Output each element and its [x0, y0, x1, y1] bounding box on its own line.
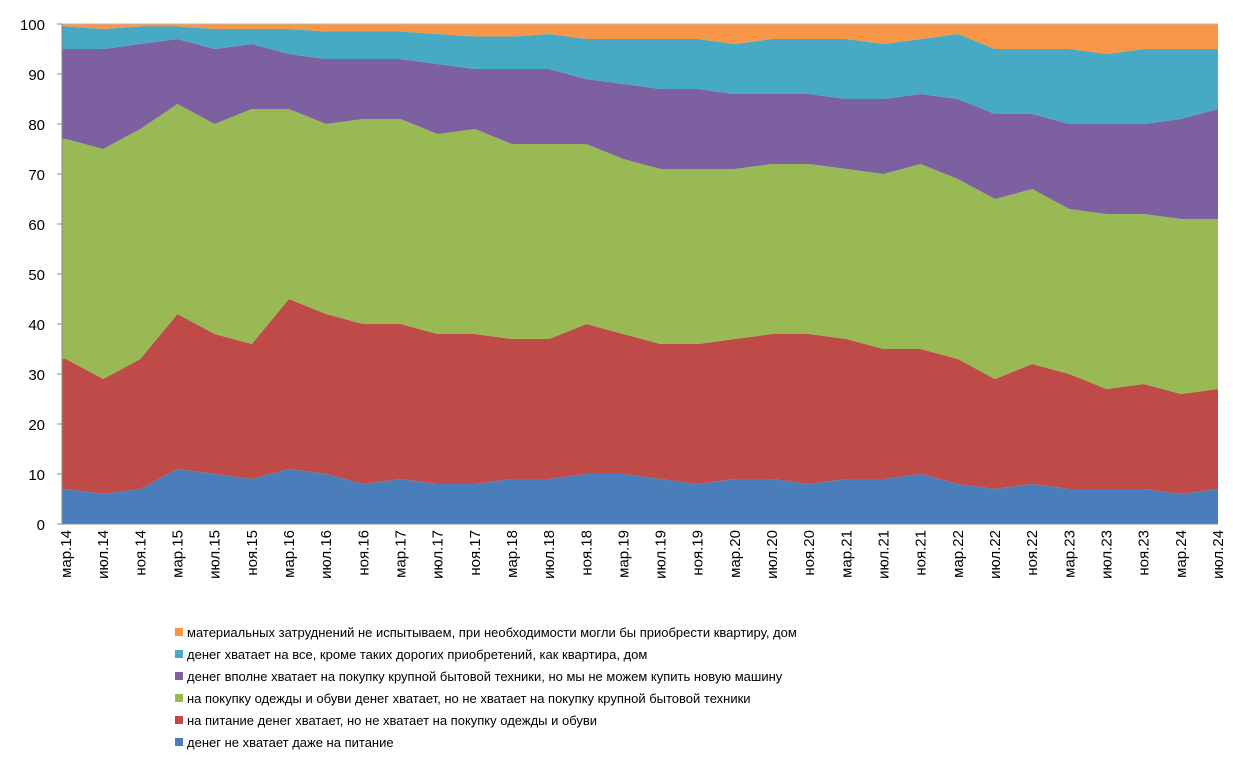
legend-label: денег вполне хватает на покупку крупной …	[187, 669, 783, 684]
x-tick-label: мар.15	[169, 530, 186, 578]
x-tick-label: мар.19	[615, 530, 632, 578]
y-tick-label: 40	[28, 317, 45, 334]
y-tick-label: 10	[28, 467, 45, 484]
x-tick-label: ноя.19	[690, 530, 707, 576]
x-tick-label: июл.18	[541, 530, 558, 579]
legend-swatch	[175, 716, 183, 724]
x-tick-label: ноя.18	[578, 530, 595, 576]
x-tick-label: ноя.23	[1136, 530, 1153, 576]
legend-label: на покупку одежды и обуви денег хватает,…	[187, 691, 751, 706]
legend-swatch	[175, 694, 183, 702]
x-tick-label: июл.16	[318, 530, 335, 579]
legend-swatch	[175, 650, 183, 658]
y-tick-label: 100	[20, 17, 45, 34]
x-tick-label: июл.24	[1210, 530, 1227, 579]
legend-label: денег хватает на все, кроме таких дороги…	[187, 647, 647, 662]
x-tick-label: мар.16	[281, 530, 298, 578]
legend-swatch	[175, 672, 183, 680]
x-tick-label: ноя.22	[1024, 530, 1041, 576]
x-tick-label: мар.24	[1173, 530, 1190, 578]
x-tick-label: ноя.21	[913, 530, 930, 576]
x-tick-label: июл.14	[95, 530, 112, 579]
x-tick-label: июл.21	[876, 530, 893, 579]
y-tick-label: 0	[37, 517, 45, 534]
y-tick-label: 90	[28, 67, 45, 84]
x-tick-label: июл.17	[430, 530, 447, 579]
x-tick-label: мар.17	[392, 530, 409, 578]
legend-swatch	[175, 628, 183, 636]
y-tick-label: 50	[28, 267, 45, 284]
legend-label: денег не хватает даже на питание	[187, 735, 394, 750]
x-tick-label: ноя.17	[467, 530, 484, 576]
x-tick-label: мар.22	[950, 530, 967, 578]
x-tick-label: мар.18	[504, 530, 521, 578]
legend-label: на питание денег хватает, но не хватает …	[187, 713, 597, 728]
x-tick-label: мар.20	[727, 530, 744, 578]
x-tick-label: июл.15	[207, 530, 224, 579]
y-tick-label: 30	[28, 367, 45, 384]
x-tick-label: мар.14	[58, 530, 75, 578]
area	[62, 469, 1218, 524]
legend-label: материальных затруднений не испытываем, …	[187, 625, 797, 640]
x-tick-label: ноя.15	[244, 530, 261, 576]
y-tick-label: 20	[28, 417, 45, 434]
area	[62, 299, 1218, 494]
x-tick-label: мар.23	[1061, 530, 1078, 578]
y-tick-label: 80	[28, 117, 45, 134]
y-tick-label: 70	[28, 167, 45, 184]
y-tick-label: 60	[28, 217, 45, 234]
area	[62, 26, 1218, 124]
x-tick-label: июл.20	[764, 530, 781, 579]
x-tick-label: мар.21	[838, 530, 855, 578]
x-tick-label: ноя.16	[355, 530, 372, 576]
x-tick-label: июл.23	[1099, 530, 1116, 579]
x-tick-label: июл.19	[653, 530, 670, 579]
x-tick-label: ноя.20	[801, 530, 818, 576]
area	[62, 39, 1218, 219]
x-tick-label: июл.22	[987, 530, 1004, 579]
area	[62, 24, 1218, 54]
x-tick-label: ноя.14	[132, 530, 149, 576]
legend-swatch	[175, 738, 183, 746]
area	[62, 104, 1218, 394]
